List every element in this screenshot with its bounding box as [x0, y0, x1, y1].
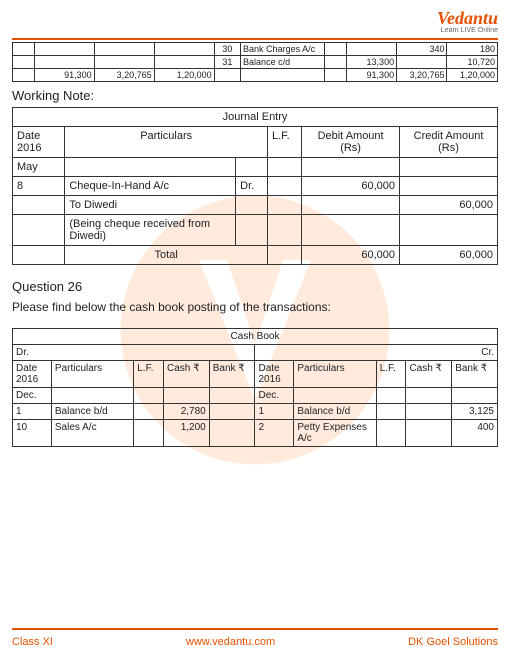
footer-right: DK Goel Solutions [408, 636, 498, 648]
table-row: 8 Cheque-In-Hand A/c Dr. 60,000 [13, 177, 498, 196]
table-row: (Being cheque received from Diwedi) [13, 215, 498, 246]
table-row: 31 Balance c/d 13,300 10,720 [13, 56, 498, 69]
question-26-text: Please find below the cash book posting … [12, 300, 498, 314]
brand-tagline: Learn LIVE Online [12, 27, 498, 34]
header-rule [12, 38, 498, 40]
table-row: Total 60,000 60,000 [13, 246, 498, 265]
page-footer: Class XI www.vedantu.com DK Goel Solutio… [12, 628, 498, 648]
table-row: 30 Bank Charges A/c 340 180 [13, 43, 498, 56]
brand-logo: Vedantu [437, 8, 498, 28]
table-row: 1 Balance b/d 2,780 1 Balance b/d 3,125 [13, 404, 498, 420]
table-row: 91,300 3,20,765 1,20,000 91,300 3,20,765… [13, 69, 498, 82]
table-row: 10 Sales A/c 1,200 2 Petty Expenses A/c … [13, 420, 498, 447]
journal-entry-table: Journal Entry Date 2016 Particulars L.F.… [12, 107, 498, 265]
header-logo-row: Vedantu Learn LIVE Online [12, 8, 498, 34]
cash-book-table: Cash Book Dr. Cr. Date 2016 Particulars … [12, 328, 498, 447]
table-row: To Diwedi 60,000 [13, 196, 498, 215]
top-ledger-table: 30 Bank Charges A/c 340 180 31 Balance c… [12, 42, 498, 82]
cashbook-title: Cash Book [13, 329, 498, 345]
footer-center: www.vedantu.com [186, 636, 275, 648]
working-note-label: Working Note: [12, 88, 498, 103]
journal-title: Journal Entry [13, 108, 498, 127]
question-26-title: Question 26 [12, 279, 498, 294]
footer-left: Class XI [12, 636, 53, 648]
